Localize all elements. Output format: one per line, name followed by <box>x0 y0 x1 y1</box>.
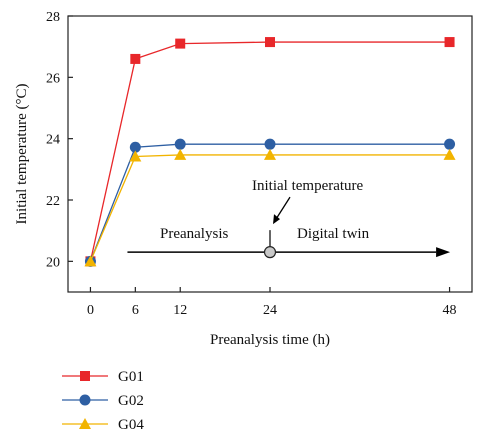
data-point <box>84 255 97 267</box>
timeline-annotation: Preanalysis Digital twin Initial tempera… <box>127 178 451 259</box>
y-tick-label: 22 <box>46 194 60 209</box>
callout-arrowhead <box>273 214 280 225</box>
y-tick-label: 24 <box>46 133 60 148</box>
initial-temperature-callout: Initial temperature <box>252 178 364 194</box>
x-tick-label: 24 <box>263 303 277 318</box>
data-point <box>129 141 141 153</box>
preanalysis-label: Preanalysis <box>160 226 228 242</box>
data-point <box>129 150 142 162</box>
x-tick-label: 48 <box>443 303 457 318</box>
data-point <box>443 148 456 160</box>
legend-swatch-marker <box>79 418 91 429</box>
y-tick-label: 28 <box>46 10 60 25</box>
legend-swatch-marker <box>80 371 90 381</box>
data-point <box>444 37 455 48</box>
legend-swatch-marker <box>79 394 91 406</box>
data-point <box>264 148 276 160</box>
y-tick-label: 20 <box>46 255 60 270</box>
y-tick-label: 26 <box>46 71 60 86</box>
series-g02 <box>84 138 456 267</box>
data-point <box>174 138 186 150</box>
timeline-arrowhead <box>436 247 451 258</box>
legend-item-g04: G04 <box>62 417 144 433</box>
data-point <box>265 37 275 48</box>
series-layer <box>84 37 456 267</box>
x-tick-label: 0 <box>87 303 94 318</box>
legend-label: G04 <box>118 417 144 433</box>
data-point <box>264 138 276 150</box>
legend-label: G02 <box>118 393 144 409</box>
legend-item-g02: G02 <box>62 393 144 409</box>
y-axis: 20 22 24 26 28 <box>46 10 73 270</box>
legend: G01 G02 G04 <box>62 369 144 433</box>
timeline-marker <box>263 246 277 259</box>
legend-item-g01: G01 <box>62 369 144 385</box>
x-axis: 0 6 12 24 48 <box>87 287 457 318</box>
data-point <box>174 148 187 160</box>
data-point <box>130 53 141 64</box>
x-tick-label: 6 <box>132 303 139 318</box>
series-g04 <box>84 148 456 267</box>
callout-arrow <box>275 196 291 220</box>
x-tick-label: 12 <box>173 303 187 318</box>
data-point <box>444 138 456 150</box>
x-axis-title: Preanalysis time (h) <box>210 332 330 348</box>
legend-label: G01 <box>118 369 144 385</box>
y-axis-title: Initial temperature (°C) <box>14 84 30 225</box>
digital-twin-label: Digital twin <box>297 226 370 242</box>
data-point <box>175 38 186 49</box>
